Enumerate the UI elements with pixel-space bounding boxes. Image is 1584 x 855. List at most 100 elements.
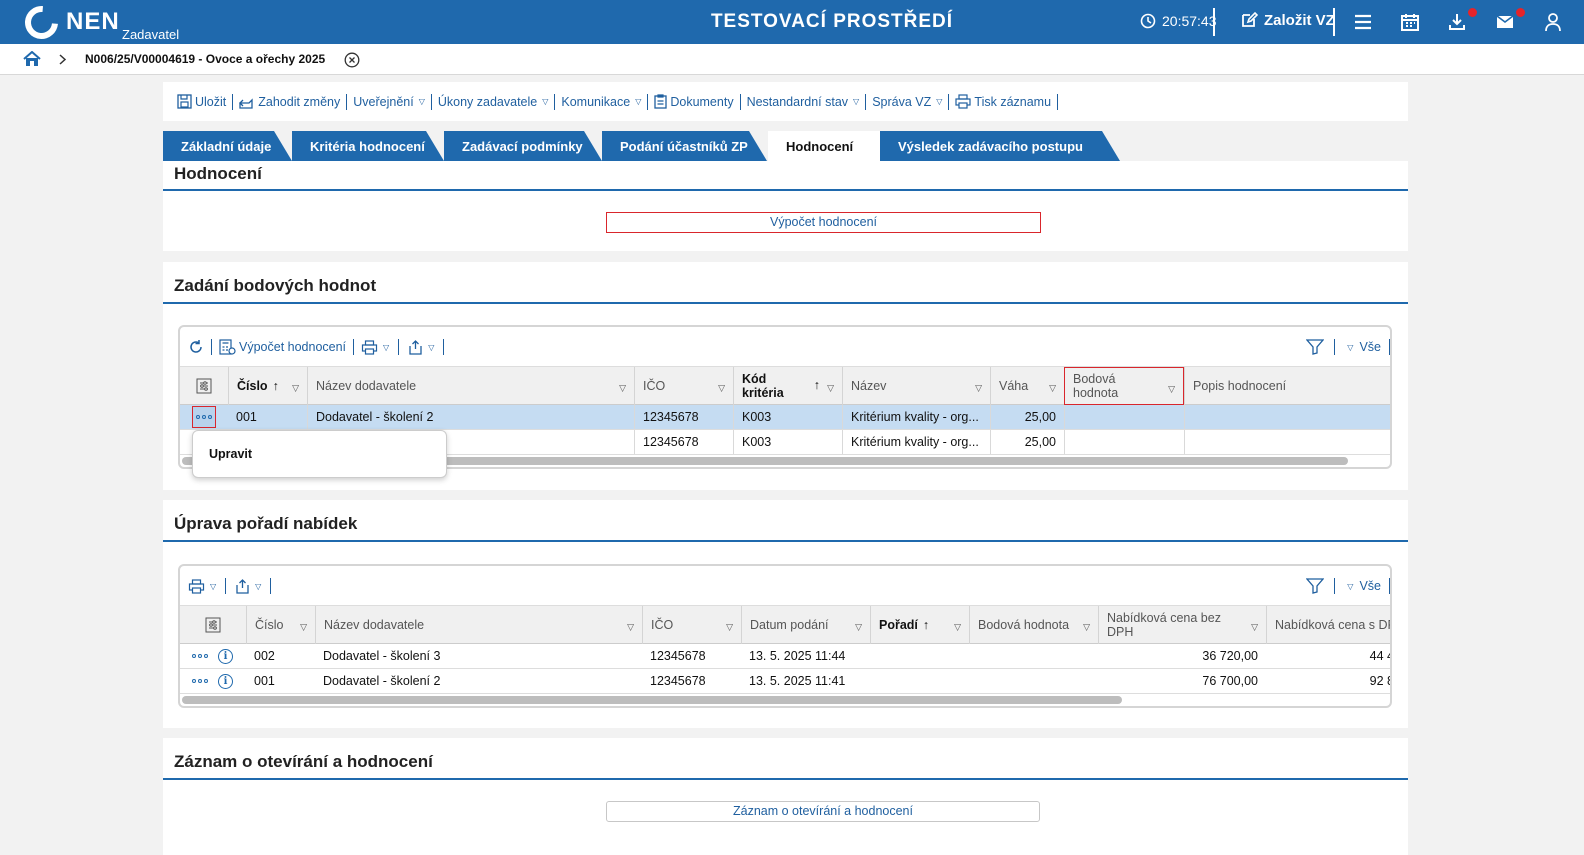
table-row[interactable]: 12345678 K003 Kritérium kvality - org...… (180, 430, 1390, 455)
mail-icon[interactable] (1495, 12, 1515, 32)
info-icon[interactable]: i (218, 648, 233, 664)
opening-evaluation-record-button[interactable]: Záznam o otevírání a hodnocení (606, 801, 1040, 822)
filter-icon[interactable] (1306, 578, 1325, 594)
filter-caret-icon[interactable]: ▽ (827, 383, 834, 393)
tab-podani-ucastniku[interactable]: Podání účastníků ZP (602, 131, 767, 161)
grid-print-menu[interactable]: ▽ (361, 339, 389, 355)
filter-caret-icon[interactable]: ▽ (954, 622, 961, 632)
filter-icon[interactable] (1306, 339, 1325, 355)
info-icon[interactable]: i (218, 673, 233, 689)
publication-menu[interactable]: Uveřejnění ▽ (347, 95, 431, 109)
filter-caret-icon[interactable]: ▽ (975, 383, 982, 393)
filter-caret-icon[interactable]: ▽ (1049, 383, 1056, 393)
filter-caret-icon[interactable]: ▽ (718, 383, 725, 393)
column-label: Číslo (255, 618, 284, 632)
row-actions-button[interactable] (192, 406, 216, 428)
tab-hodnoceni[interactable]: Hodnocení (768, 131, 880, 161)
grid-export-menu[interactable]: ▽ (408, 339, 434, 355)
logo-text[interactable]: NEN (66, 8, 120, 35)
column-header-nazev[interactable]: Název ▽ (842, 367, 990, 405)
column-header-cislo[interactable]: Číslo ↑ ▽ (228, 367, 307, 405)
discard-changes-button[interactable]: Zahodit změny (233, 95, 346, 109)
grid-filter[interactable]: ▽ Vše (1306, 339, 1390, 355)
communication-menu[interactable]: Komunikace ▽ (555, 95, 647, 109)
refresh-icon[interactable] (188, 339, 204, 355)
home-icon[interactable] (23, 51, 41, 67)
column-header-vaha[interactable]: Váha ▽ (990, 367, 1064, 405)
column-header-poradi[interactable]: Pořadí ↑ ▽ (870, 606, 969, 644)
caret-down-icon: ▽ (853, 97, 860, 106)
column-header-nazev-dodavatele[interactable]: Název dodavatele ▽ (315, 606, 642, 644)
breadcrumb-current[interactable]: N006/25/V00004619 - Ovoce a ořechy 2025 (85, 52, 326, 66)
cell-ico: 12345678 (650, 649, 706, 663)
close-icon[interactable] (344, 52, 360, 68)
grid-calculate-button[interactable]: Výpočet hodnocení (219, 339, 346, 355)
grid-print-menu[interactable]: ▽ (188, 578, 216, 594)
calculate-evaluation-button[interactable]: Výpočet hodnocení (606, 212, 1041, 233)
save-button[interactable]: Uložit (171, 94, 232, 109)
filter-caret-icon[interactable]: ▽ (726, 622, 733, 632)
calendar-icon[interactable] (1400, 12, 1420, 32)
filter-caret-icon[interactable]: ▽ (292, 383, 299, 393)
tab-vysledek-zadavaciho-postupu[interactable]: Výsledek zadávacího postupu (880, 131, 1120, 161)
column-label: Nabídková cena bez DPH (1107, 611, 1221, 639)
column-header-cislo[interactable]: Číslo ▽ (246, 606, 315, 644)
more-icon[interactable] (192, 679, 208, 683)
column-header-kod-kriteria[interactable]: Kód kritéria ↑ ▽ (733, 367, 842, 405)
column-settings-button[interactable] (180, 367, 228, 405)
cell-datum-podani: 13. 5. 2025 11:41 (749, 674, 846, 688)
column-header-cena-bez-dph[interactable]: Nabídková cena bez DPH ▽ (1098, 606, 1266, 644)
column-header-datum-podani[interactable]: Datum podání ▽ (741, 606, 870, 644)
tab-label: Podání účastníků ZP (620, 138, 748, 154)
nen-logo-icon[interactable] (18, 0, 65, 46)
horizontal-scrollbar[interactable] (182, 457, 1348, 465)
menu-item-upravit[interactable]: Upravit (209, 447, 253, 461)
print-record-button[interactable]: Tisk záznamu (949, 94, 1057, 109)
filter-caret-icon[interactable]: ▽ (1251, 622, 1258, 632)
column-header-nazev-dodavatele[interactable]: Název dodavatele ▽ (307, 367, 634, 405)
discard-changes-label: Zahodit změny (258, 94, 341, 109)
column-header-bodova-hodnota[interactable]: Bodová hodnota ▽ (969, 606, 1098, 644)
column-label: Bodová hodnota (1073, 372, 1119, 400)
filter-caret-icon[interactable]: ▽ (1168, 384, 1175, 394)
create-vz-button[interactable]: Založit VZ (1240, 11, 1335, 29)
tab-zakladni-udaje[interactable]: Základní údaje (163, 131, 292, 161)
vz-management-menu[interactable]: Správa VZ ▽ (866, 95, 948, 109)
filter-caret-icon[interactable]: ▽ (619, 383, 626, 393)
filter-caret-icon[interactable]: ▽ (1083, 622, 1090, 632)
toolbar-divider (270, 578, 272, 594)
settings-sliders-icon (196, 378, 212, 394)
column-header-ico[interactable]: IČO ▽ (642, 606, 741, 644)
filter-caret-icon[interactable]: ▽ (627, 622, 634, 632)
column-header-bodova-hodnota[interactable]: Bodová hodnota ▽ (1064, 367, 1184, 405)
cell-bodova-hodnota[interactable] (1064, 430, 1184, 454)
column-header-ico[interactable]: IČO ▽ (634, 367, 733, 405)
more-icon[interactable] (192, 654, 208, 658)
grid-filter[interactable]: ▽ Vše (1306, 578, 1390, 594)
column-header-popis-hodnoceni[interactable]: Popis hodnocení (1184, 367, 1390, 405)
section-title: Záznam o otevírání a hodnocení (174, 752, 433, 771)
caret-down-icon: ▽ (418, 97, 425, 106)
user-icon[interactable] (1543, 12, 1563, 32)
table-row[interactable]: 001 Dodavatel - školení 2 12345678 K003 … (180, 405, 1390, 430)
tab-zadavaci-podminky[interactable]: Zadávací podmínky (444, 131, 602, 161)
filter-caret-icon[interactable]: ▽ (855, 622, 862, 632)
table-row[interactable]: i 001 Dodavatel - školení 2 12345678 13.… (180, 669, 1390, 694)
nonstandard-state-menu[interactable]: Nestandardní stav ▽ (741, 95, 866, 109)
cell-popis-hodnoceni[interactable] (1184, 430, 1390, 454)
table-row[interactable]: i 002 Dodavatel - školení 3 12345678 13.… (180, 644, 1390, 669)
section-divider (163, 778, 1408, 780)
cell-bodova-hodnota[interactable] (1064, 405, 1184, 429)
download-icon[interactable] (1447, 12, 1467, 32)
toolbar-divider (443, 339, 445, 355)
tab-kriteria-hodnoceni[interactable]: Kritéria hodnocení (292, 131, 444, 161)
documents-button[interactable]: Dokumenty (648, 94, 739, 109)
cell-popis-hodnoceni[interactable] (1184, 405, 1390, 429)
grid-export-menu[interactable]: ▽ (235, 578, 261, 594)
filter-caret-icon[interactable]: ▽ (300, 622, 307, 632)
column-header-cena-s-dph[interactable]: Nabídková cena s DF (1266, 606, 1390, 644)
column-settings-button[interactable] (180, 606, 246, 644)
menu-icon[interactable] (1353, 12, 1373, 32)
contracting-acts-menu[interactable]: Úkony zadavatele ▽ (432, 95, 555, 109)
horizontal-scrollbar[interactable] (182, 696, 1122, 704)
